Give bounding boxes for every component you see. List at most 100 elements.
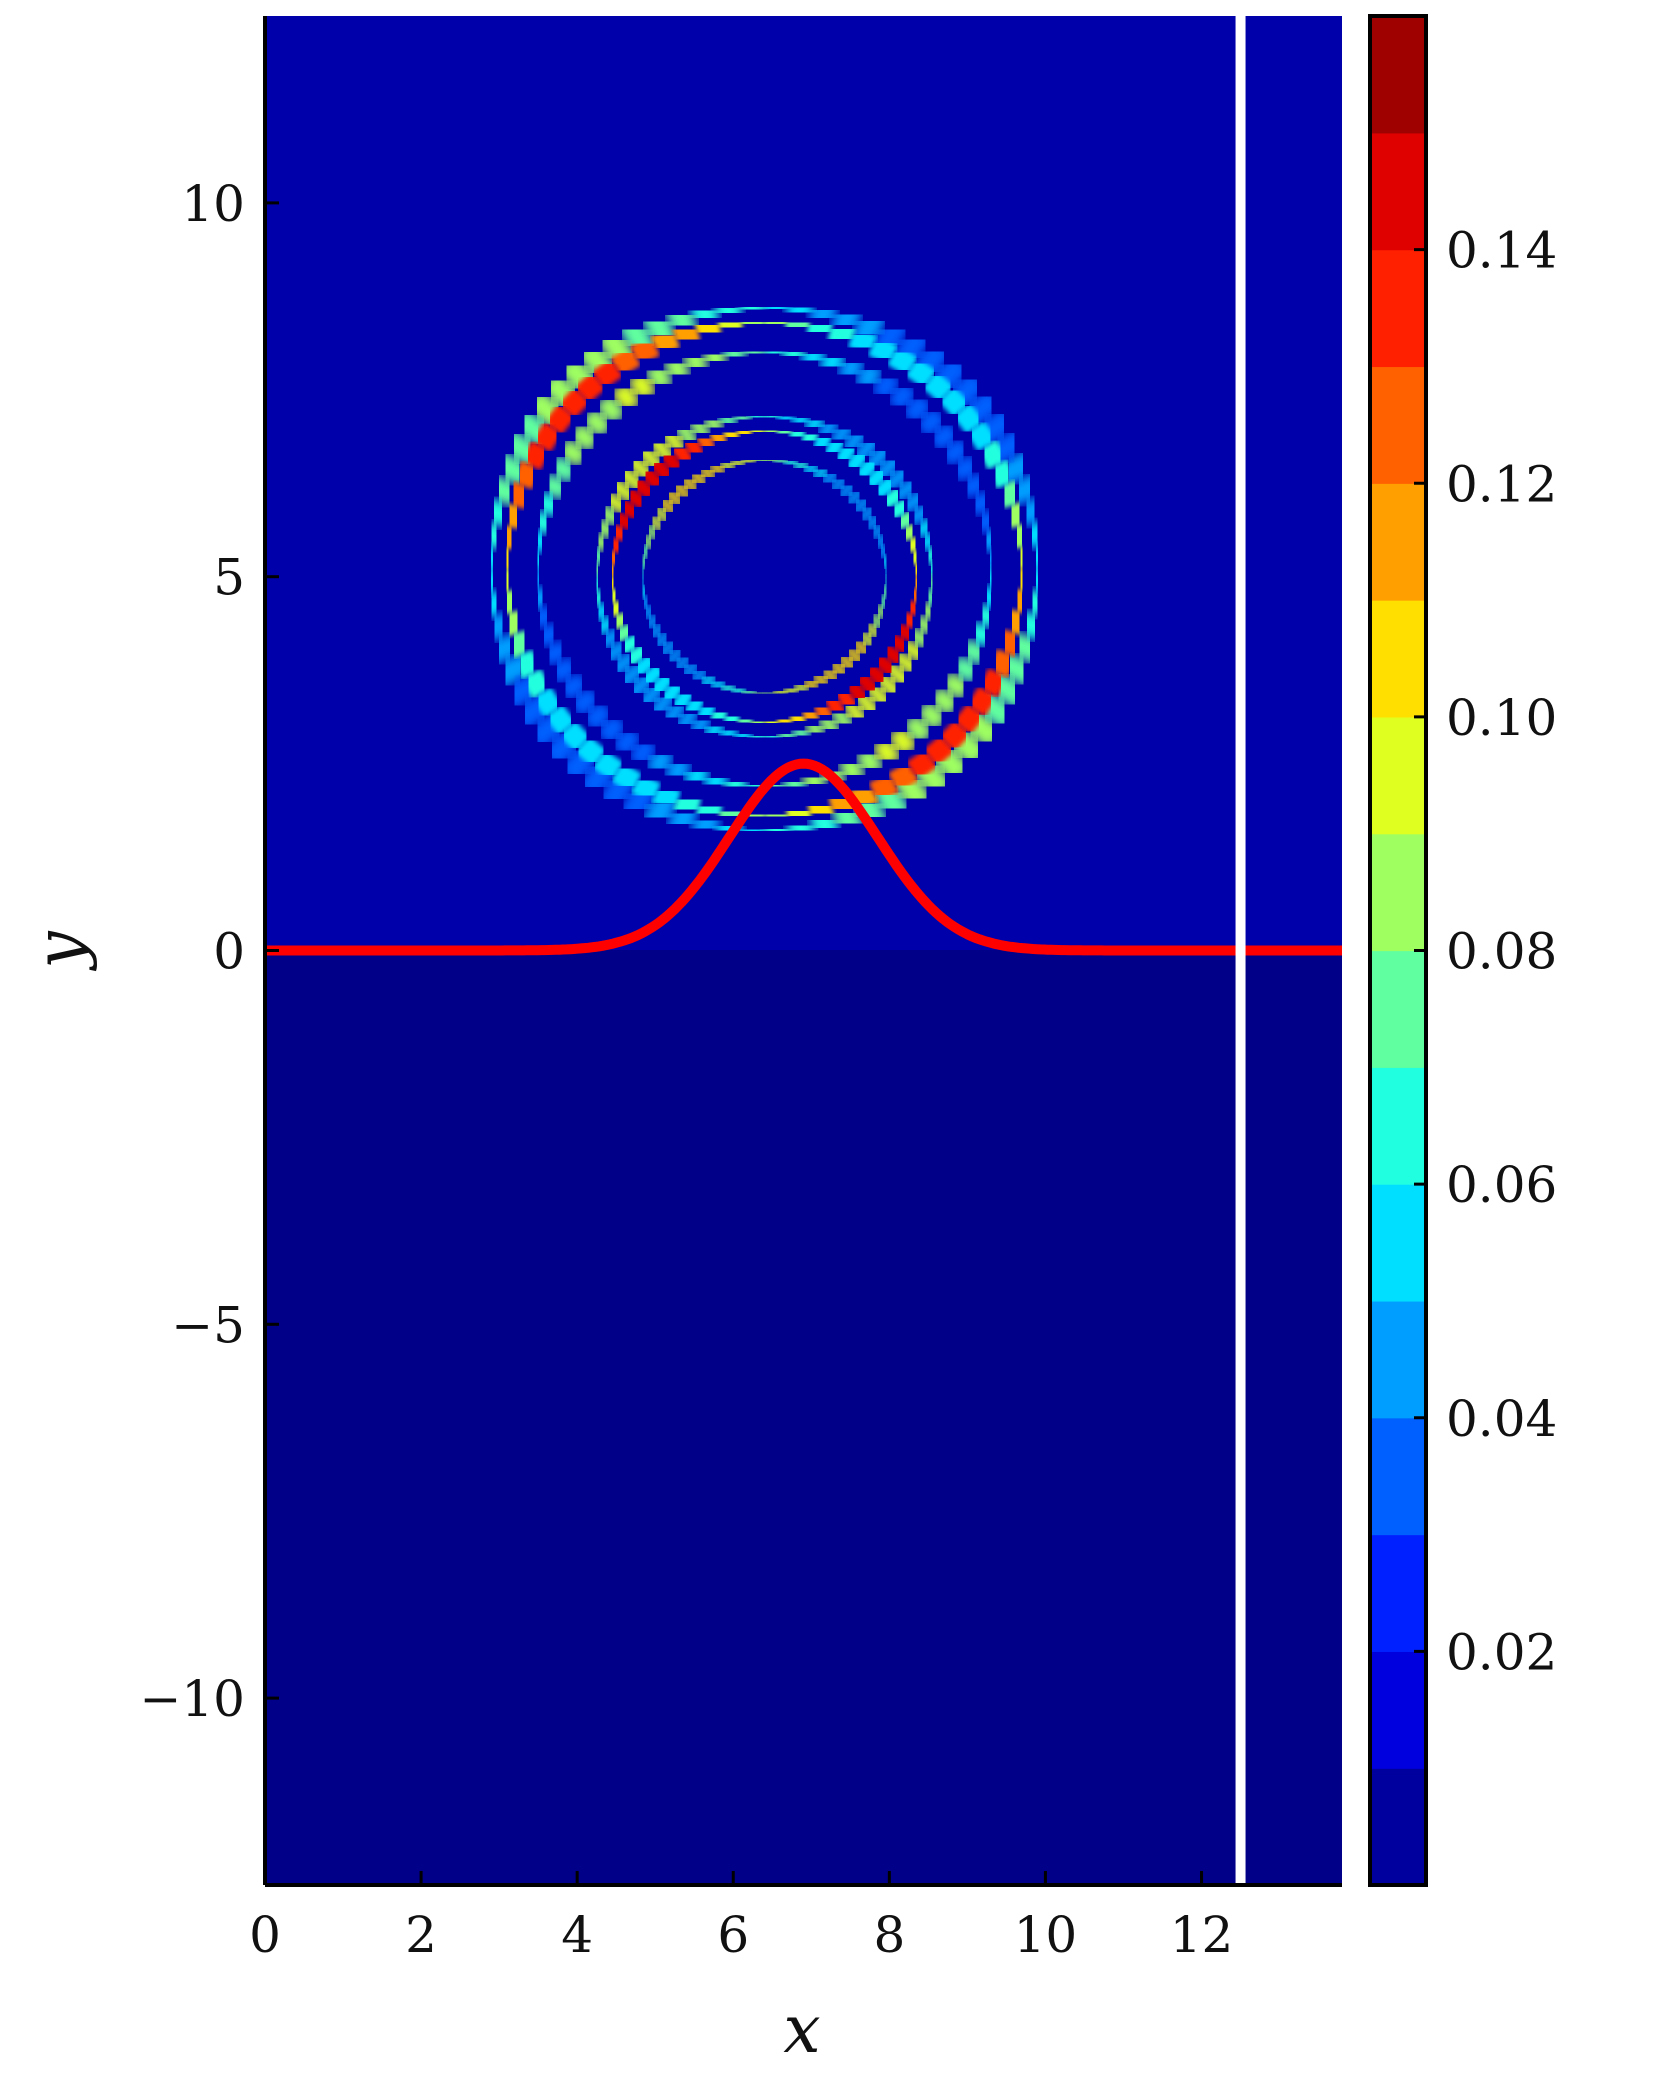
- ring-segment: [716, 312, 744, 338]
- colorbar-tick-label: 0.04: [1446, 1390, 1557, 1448]
- ring-segment: [776, 709, 794, 733]
- ring-segment: [869, 542, 898, 559]
- ring-segment: [595, 713, 628, 747]
- ring-segment: [868, 772, 900, 803]
- ring-segment: [547, 655, 580, 686]
- ring-segment: [601, 549, 626, 566]
- ring-segment: [616, 633, 643, 656]
- ring-segment: [504, 480, 533, 510]
- ring-segment: [763, 287, 790, 329]
- ring-segment: [801, 766, 828, 796]
- ring-segment: [858, 619, 887, 642]
- ring-segment: [1002, 608, 1030, 637]
- ring-segment: [721, 339, 746, 369]
- ring-segment: [892, 622, 918, 644]
- ring-segment: [532, 686, 564, 719]
- ring-segment: [739, 311, 765, 335]
- ring-segment: [900, 535, 926, 554]
- ring-segment: [790, 714, 813, 752]
- ring-segment: [922, 370, 955, 403]
- ring-segment: [634, 532, 663, 551]
- ring-segment: [749, 419, 765, 443]
- colorbar-level: [1370, 249, 1426, 368]
- x-axis-ticks: 0 2 4 6 8 10 12: [249, 1871, 1233, 1964]
- ring-segment: [622, 486, 649, 511]
- colorbar-tick-label: 0.12: [1446, 455, 1557, 513]
- ring-segment: [864, 662, 890, 688]
- ring-segment: [475, 610, 521, 644]
- ring-segment: [580, 406, 614, 440]
- ring-segment: [1007, 523, 1032, 549]
- ring-segment: [567, 421, 601, 454]
- plot-area: [263, 16, 1344, 1887]
- ring-segment: [610, 762, 643, 794]
- ring-segment: [748, 719, 766, 755]
- ring-segment: [957, 470, 990, 500]
- ring-segment: [871, 585, 899, 600]
- ring-segment: [702, 766, 729, 797]
- ring-segment: [764, 809, 792, 851]
- ring-segment: [871, 553, 899, 568]
- colorbar-level: [1370, 132, 1426, 251]
- ring-segment: [722, 706, 741, 732]
- ring-segment: [688, 802, 722, 847]
- y-tick-label: 0: [213, 923, 245, 981]
- ring-segment: [939, 670, 973, 702]
- ring-segment: [776, 399, 797, 436]
- ring-segment: [826, 655, 852, 683]
- ring-segment: [642, 620, 671, 643]
- ring-segment: [818, 464, 842, 493]
- y-tick-label: 10: [181, 175, 245, 233]
- colorbar-tick-label: 0.14: [1446, 222, 1557, 280]
- ring-segment: [834, 440, 858, 467]
- ring-segment: [818, 661, 843, 690]
- ring-segment: [958, 637, 990, 667]
- ring-segment: [782, 448, 800, 477]
- ring-segment: [900, 624, 938, 652]
- colorbar-level: [1370, 833, 1426, 952]
- colorbar-level: [1370, 1184, 1426, 1302]
- ring-segment: [827, 319, 857, 348]
- ring-segment: [708, 703, 729, 729]
- ring-segment: [792, 451, 811, 480]
- ring-segment: [763, 311, 788, 335]
- ring-segment: [472, 520, 516, 550]
- ring-segment: [903, 587, 928, 604]
- ring-segment: [784, 312, 812, 338]
- ring-segment: [887, 761, 920, 793]
- ring-segment: [626, 369, 658, 403]
- colorbar-ticks: 0.02 0.04 0.06 0.08 0.10 0.12 0.14: [1414, 222, 1557, 1681]
- ring-segment: [1010, 568, 1034, 592]
- ring-segment: [977, 439, 1008, 470]
- ring-segment: [938, 719, 971, 752]
- ring-segment: [603, 599, 629, 619]
- outer-ring: [471, 287, 1058, 851]
- x-tick-label: 10: [1014, 1906, 1078, 1964]
- ring-segment: [939, 436, 972, 468]
- ring-segment: [601, 588, 626, 605]
- ring-segment: [687, 661, 711, 690]
- ring-segment: [586, 613, 624, 639]
- ring-segment: [717, 451, 737, 480]
- ring-segment: [806, 315, 834, 342]
- ring-segment: [818, 346, 847, 378]
- ring-segment: [892, 509, 918, 531]
- ring-segment: [905, 357, 937, 389]
- ring-segment: [630, 585, 658, 600]
- ring-segment: [764, 719, 782, 755]
- ring-segment: [737, 287, 765, 329]
- ring-segment: [977, 548, 1005, 570]
- x-tick-label: 8: [873, 1906, 905, 1964]
- ring-segment: [671, 686, 695, 713]
- ring-segment: [695, 796, 723, 824]
- ring-segment: [812, 429, 834, 455]
- ring-segment: [905, 576, 928, 591]
- ring-segment: [801, 670, 822, 699]
- ring-segment: [752, 447, 765, 474]
- ring-segment: [686, 464, 711, 493]
- ring-segment: [800, 425, 821, 451]
- ring-segment: [847, 635, 876, 661]
- ring-segment: [574, 735, 607, 768]
- y-tick-label: −10: [139, 1670, 245, 1728]
- colorbar-tick-label: 0.02: [1446, 1623, 1557, 1681]
